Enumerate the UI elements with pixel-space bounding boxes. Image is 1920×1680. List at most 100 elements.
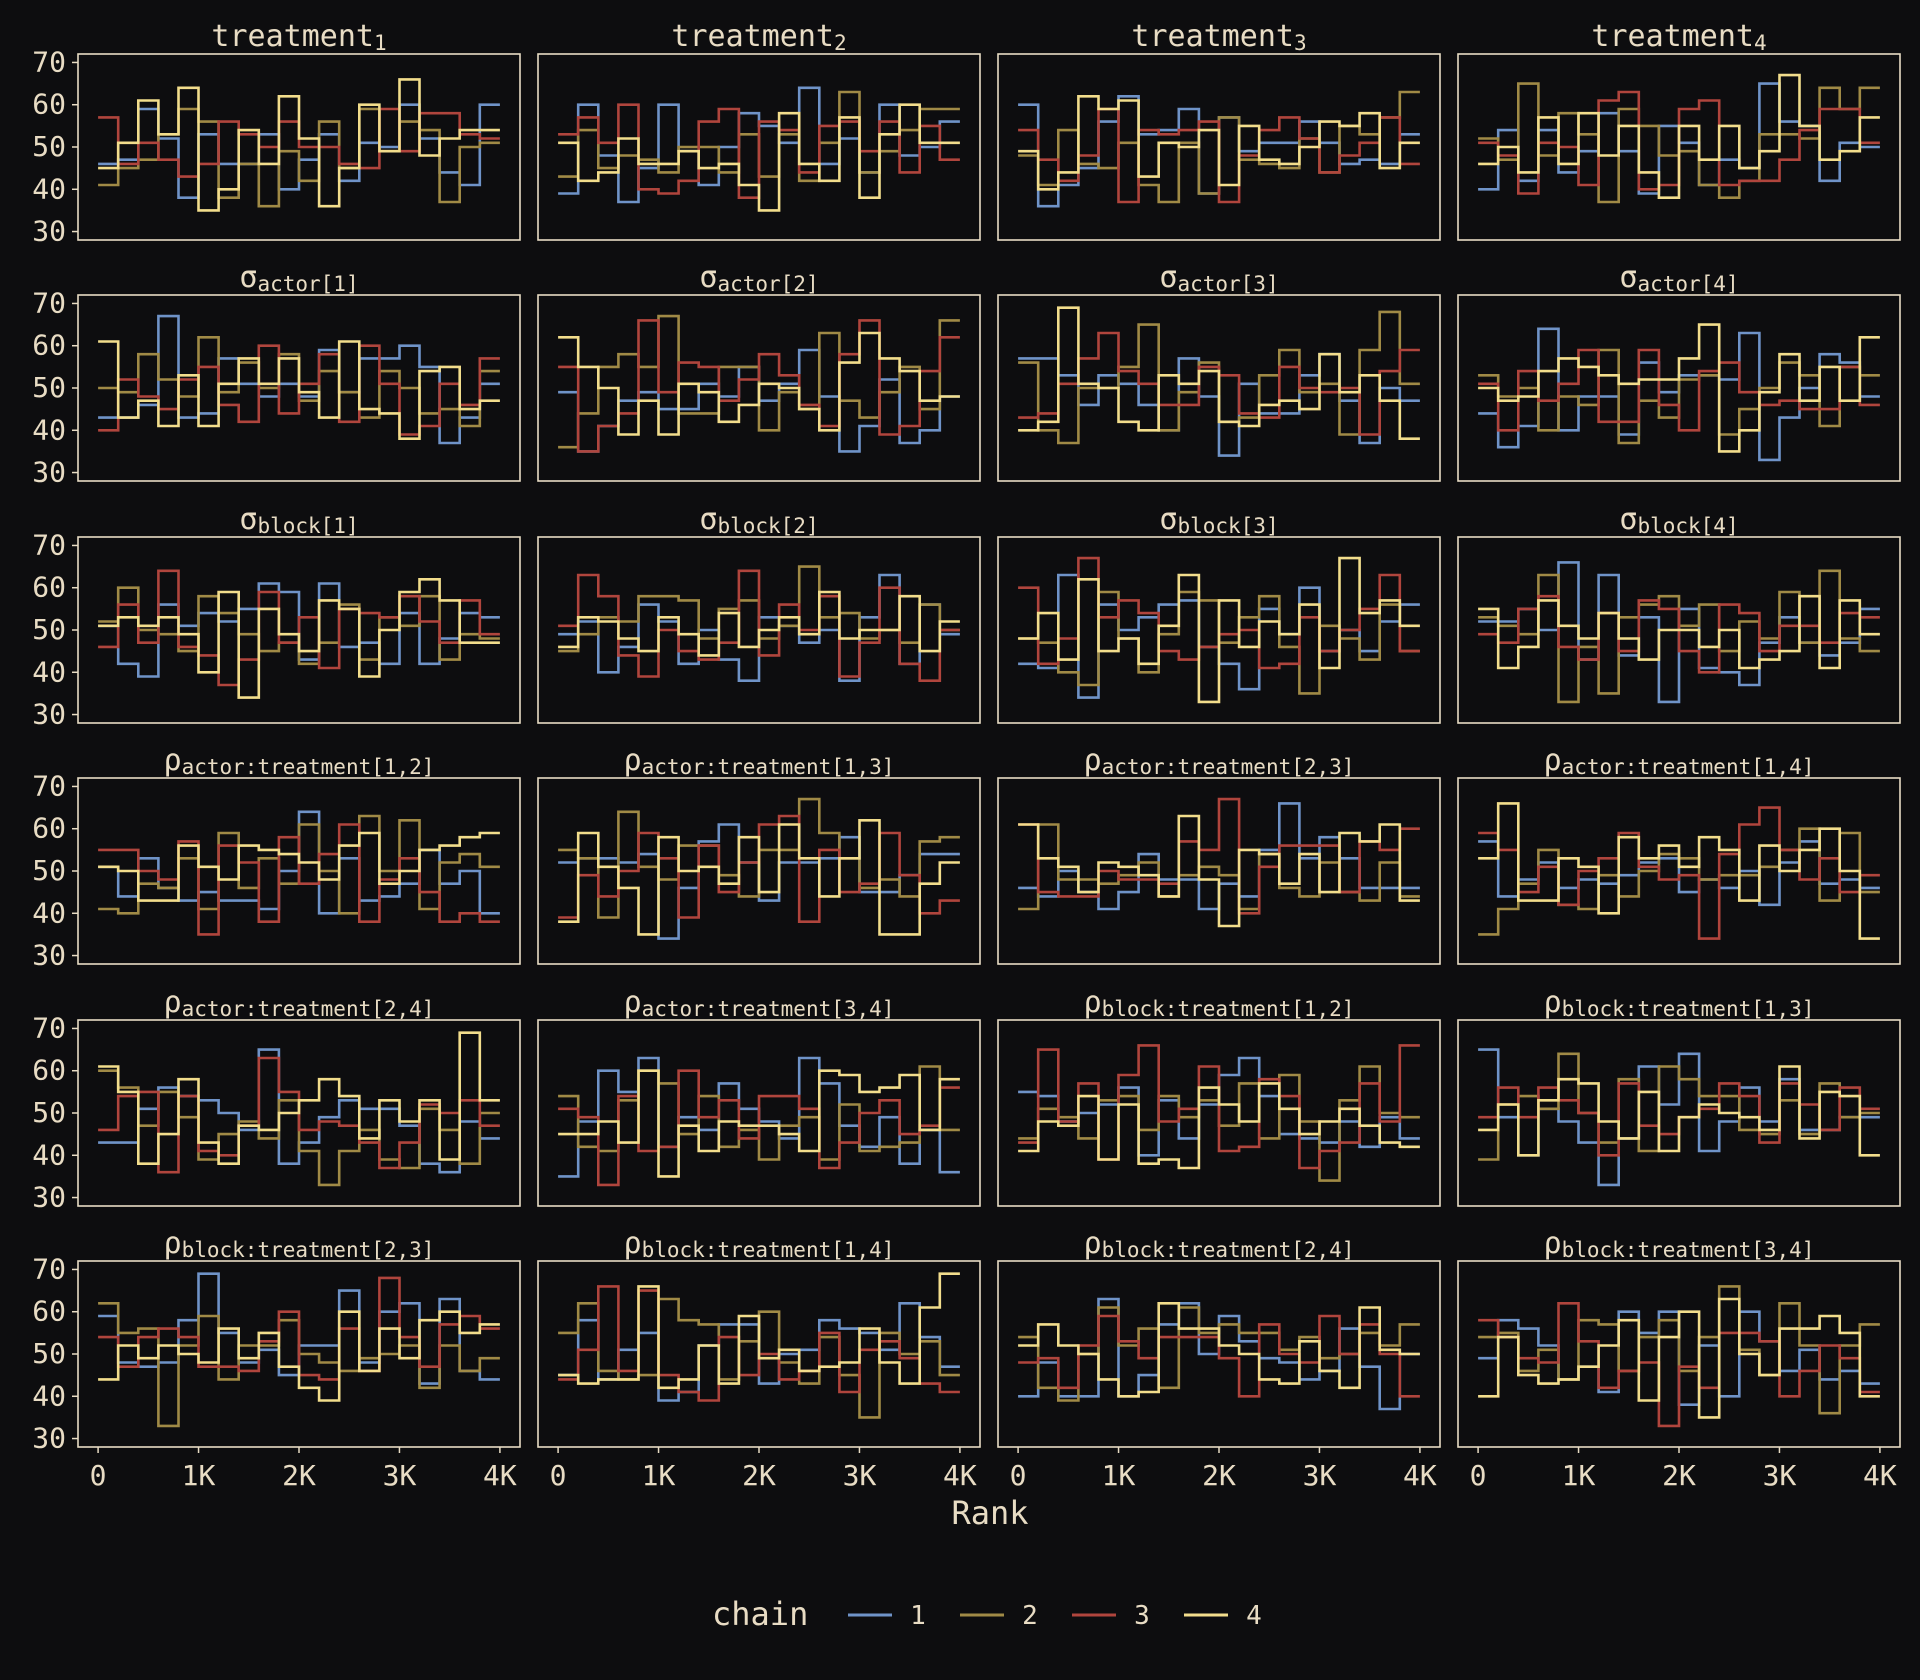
chain-1-trace (1018, 352, 1420, 457)
panel-title: σblock[4] (1619, 502, 1738, 538)
y-tick-label: 40 (32, 1379, 66, 1412)
panel: σblock[2] (537, 502, 981, 724)
chain-3-trace (98, 569, 500, 687)
chain-3-trace (1478, 90, 1880, 195)
chain-3-trace (1478, 1302, 1880, 1428)
y-tick-label: 60 (32, 1054, 66, 1087)
chain-2-trace (1478, 1052, 1880, 1161)
chain-2-trace (558, 314, 960, 449)
chain-4-trace (558, 1272, 960, 1390)
y-tick-label: 40 (32, 1138, 66, 1171)
y-tick-label: 40 (32, 172, 66, 205)
y-tick-label: 50 (32, 371, 66, 404)
chain-3-trace (1018, 797, 1420, 915)
panel-title: σactor[4] (1619, 260, 1738, 296)
chain-4-trace (1478, 594, 1880, 670)
chain-4-trace (1018, 95, 1420, 191)
x-tick-label: 2K (1202, 1459, 1236, 1492)
panel: ρblock:treatment[2,3] 30 40 50 60 70 0 1K 2K 3K 4K (32, 1226, 521, 1492)
chain-3-trace (558, 1069, 960, 1187)
panel-frame (1457, 1019, 1901, 1207)
panel-title: ρactor:treatment[1,3] (624, 743, 895, 779)
legend-label-chain-3: 3 (1134, 1601, 1150, 1631)
chain-4-trace (558, 103, 960, 212)
panel: ρactor:treatment[3,4] (537, 985, 981, 1207)
y-tick-label: 40 (32, 655, 66, 688)
x-tick-label: 0 (550, 1459, 567, 1492)
panel: ρactor:treatment[1,2] 30 40 50 60 70 (32, 743, 521, 972)
y-tick-label: 30 (32, 1422, 66, 1455)
chain-4-trace (1478, 73, 1880, 199)
chain-1-trace (558, 86, 960, 204)
panel: ρactor:treatment[1,3] (537, 743, 981, 965)
x-tick-label: 3K (843, 1459, 877, 1492)
x-tick-label: 1K (642, 1459, 676, 1492)
panel: σactor[1] 30 40 50 60 70 (32, 260, 521, 489)
x-tick-label: 0 (1010, 1459, 1027, 1492)
chain-4-trace (1018, 306, 1420, 440)
panel-frame (537, 294, 981, 482)
y-tick-label: 60 (32, 571, 66, 604)
legend-label-chain-2: 2 (1022, 1601, 1038, 1631)
chain-3-trace (1478, 594, 1880, 674)
legend: chain 1 2 3 4 (712, 1595, 1262, 1633)
y-tick-label: 30 (32, 215, 66, 248)
chain-3-trace (558, 569, 960, 682)
chain-4-trace (98, 578, 500, 699)
y-tick-label: 70 (32, 1252, 66, 1285)
y-tick-label: 50 (32, 1337, 66, 1370)
legend-label-chain-4: 4 (1246, 1601, 1262, 1631)
x-tick-label: 1K (1562, 1459, 1596, 1492)
panel-title: σactor[2] (699, 260, 818, 296)
panel-frame (997, 1019, 1441, 1207)
x-tick-label: 4K (483, 1459, 517, 1492)
panel-frame (997, 777, 1441, 965)
panel-grid: treatment1 30 40 50 60 70 treatment2 treatment3… (32, 19, 1901, 1492)
panel-title: σblock[1] (239, 502, 358, 538)
x-axis-label: Rank (951, 1494, 1028, 1532)
chain-4-trace (558, 1069, 960, 1178)
panel: ρblock:treatment[1,2] (997, 985, 1441, 1207)
chain-2-trace (98, 586, 500, 666)
chain-4-trace (98, 831, 500, 902)
panel: ρactor:treatment[1,4] (1457, 743, 1901, 965)
chain-4-trace (558, 331, 960, 436)
y-tick-label: 60 (32, 329, 66, 362)
panel: treatment4 (1457, 19, 1901, 241)
chain-4-trace (98, 78, 500, 212)
panel-title: treatment3 (1131, 19, 1306, 55)
panel: treatment1 30 40 50 60 70 (32, 19, 521, 248)
panel: ρblock:treatment[2,4] 0 1K 2K 3K 4K (997, 1226, 1441, 1492)
chain-3-trace (1018, 1044, 1420, 1170)
chain-4-trace (558, 590, 960, 657)
chain-1-trace (558, 1302, 960, 1402)
x-tick-label: 2K (282, 1459, 316, 1492)
y-tick-label: 30 (32, 698, 66, 731)
x-tick-label: 4K (1863, 1459, 1897, 1492)
panel-title: ρblock:treatment[1,3] (1544, 985, 1815, 1021)
panel-frame (997, 53, 1441, 241)
panel-title: σblock[2] (699, 502, 818, 538)
y-tick-label: 70 (32, 1011, 66, 1044)
panel-title: ρactor:treatment[3,4] (624, 985, 895, 1021)
chain-3-trace (98, 344, 500, 436)
panel-title: ρblock:treatment[1,4] (624, 1226, 895, 1262)
panel: σactor[2] (537, 260, 981, 482)
y-tick-label: 70 (32, 769, 66, 802)
panel: σblock[3] (997, 502, 1441, 724)
panel-title: treatment4 (1591, 19, 1766, 55)
y-tick-label: 50 (32, 130, 66, 163)
panel: ρblock:treatment[1,4] 0 1K 2K 3K 4K (537, 1226, 981, 1492)
panel-frame (537, 1019, 981, 1207)
panel: ρactor:treatment[2,3] (997, 743, 1441, 965)
y-tick-label: 60 (32, 812, 66, 845)
chain-4-trace (1018, 814, 1420, 928)
panel: σblock[4] (1457, 502, 1901, 724)
chain-2-trace (558, 1065, 960, 1161)
legend-title: chain (712, 1595, 808, 1633)
chain-4-trace (1478, 802, 1880, 940)
panel-title: ρactor:treatment[2,3] (1084, 743, 1355, 779)
chain-4-trace (98, 340, 500, 440)
panel-title: ρactor:treatment[2,4] (164, 985, 435, 1021)
